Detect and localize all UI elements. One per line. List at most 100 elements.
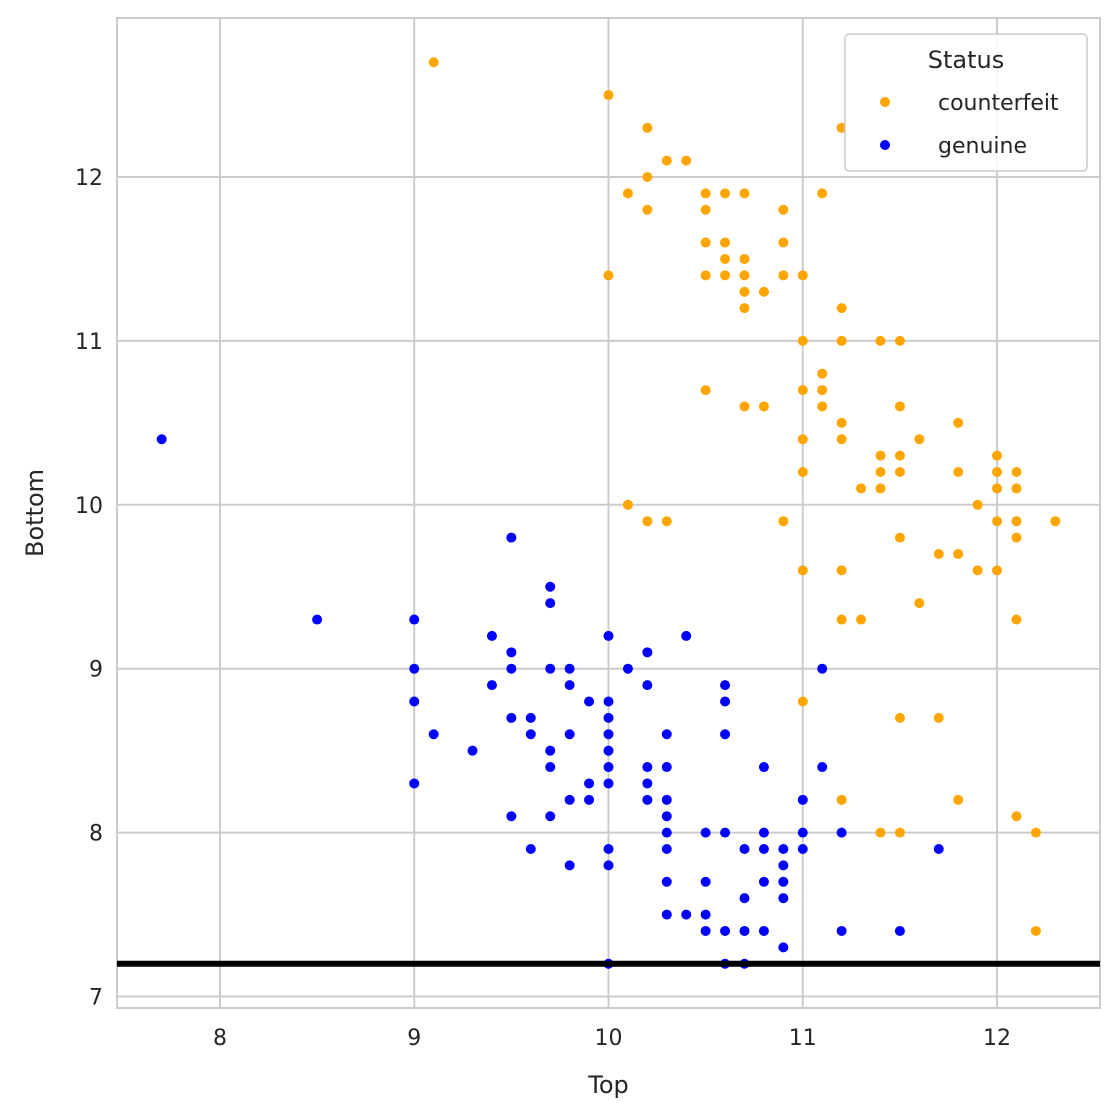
data-point-genuine — [409, 696, 420, 707]
data-point-genuine — [603, 696, 614, 707]
data-point-genuine — [778, 893, 789, 904]
data-point-genuine — [564, 794, 575, 805]
data-point-counterfeit — [953, 794, 964, 805]
data-point-counterfeit — [836, 335, 847, 346]
data-point-genuine — [894, 925, 905, 936]
data-point-counterfeit — [1011, 483, 1022, 494]
y-tick-label: 7 — [89, 986, 103, 1011]
data-point-counterfeit — [642, 122, 653, 133]
data-point-counterfeit — [720, 270, 731, 281]
data-point-genuine — [739, 844, 750, 855]
data-point-counterfeit — [700, 204, 711, 215]
data-point-counterfeit — [642, 204, 653, 215]
data-point-counterfeit — [953, 548, 964, 559]
data-point-genuine — [797, 844, 808, 855]
data-point-counterfeit — [817, 401, 828, 412]
data-point-genuine — [739, 893, 750, 904]
data-point-genuine — [603, 860, 614, 871]
data-point-counterfeit — [875, 450, 886, 461]
y-tick-label: 10 — [75, 494, 103, 519]
data-point-genuine — [603, 745, 614, 756]
data-point-genuine — [409, 614, 420, 625]
data-point-counterfeit — [933, 548, 944, 559]
data-point-genuine — [545, 745, 556, 756]
legend-box — [844, 33, 1088, 172]
data-point-counterfeit — [836, 794, 847, 805]
data-point-counterfeit — [992, 516, 1003, 527]
data-point-counterfeit — [953, 467, 964, 478]
data-point-counterfeit — [817, 188, 828, 199]
data-point-genuine — [836, 925, 847, 936]
data-point-genuine — [156, 434, 167, 445]
data-point-counterfeit — [720, 188, 731, 199]
x-tick-label: 12 — [983, 1026, 1011, 1051]
data-point-genuine — [642, 794, 653, 805]
y-tick-label: 12 — [75, 166, 103, 191]
data-point-genuine — [409, 663, 420, 674]
data-point-counterfeit — [856, 614, 867, 625]
data-point-genuine — [661, 729, 672, 740]
data-point-genuine — [720, 680, 731, 691]
data-point-counterfeit — [1011, 811, 1022, 822]
data-point-genuine — [584, 794, 595, 805]
data-point-genuine — [603, 762, 614, 773]
data-point-counterfeit — [953, 417, 964, 428]
data-point-genuine — [661, 811, 672, 822]
data-point-counterfeit — [622, 188, 633, 199]
legend-label-counterfeit: counterfeit — [938, 91, 1059, 116]
data-point-counterfeit — [836, 434, 847, 445]
legend: Status counterfeit genuine — [844, 33, 1088, 172]
data-point-counterfeit — [894, 467, 905, 478]
data-point-counterfeit — [739, 270, 750, 281]
data-point-counterfeit — [603, 90, 614, 101]
data-point-counterfeit — [681, 155, 692, 166]
data-point-counterfeit — [894, 401, 905, 412]
data-point-counterfeit — [642, 171, 653, 182]
data-points — [156, 57, 1061, 969]
data-point-genuine — [817, 762, 828, 773]
data-point-genuine — [506, 647, 517, 658]
data-point-counterfeit — [739, 303, 750, 314]
data-point-counterfeit — [894, 532, 905, 543]
data-point-counterfeit — [739, 401, 750, 412]
data-point-genuine — [622, 663, 633, 674]
data-point-genuine — [506, 811, 517, 822]
data-point-genuine — [545, 598, 556, 609]
data-point-genuine — [486, 630, 497, 641]
data-point-counterfeit — [1030, 925, 1041, 936]
data-point-counterfeit — [992, 467, 1003, 478]
legend-marker-counterfeit — [880, 97, 890, 107]
data-point-genuine — [603, 729, 614, 740]
data-point-genuine — [525, 729, 536, 740]
data-point-genuine — [545, 663, 556, 674]
data-point-genuine — [661, 794, 672, 805]
data-point-genuine — [486, 680, 497, 691]
data-point-genuine — [700, 925, 711, 936]
data-point-genuine — [584, 696, 595, 707]
data-point-counterfeit — [894, 335, 905, 346]
data-point-counterfeit — [914, 598, 925, 609]
data-point-counterfeit — [1011, 467, 1022, 478]
data-point-counterfeit — [875, 483, 886, 494]
data-point-genuine — [603, 712, 614, 723]
data-point-counterfeit — [992, 450, 1003, 461]
data-point-genuine — [428, 729, 439, 740]
data-point-genuine — [661, 762, 672, 773]
data-point-genuine — [700, 909, 711, 920]
data-point-genuine — [545, 581, 556, 592]
data-point-counterfeit — [700, 188, 711, 199]
data-point-genuine — [817, 663, 828, 674]
data-point-genuine — [797, 827, 808, 838]
data-point-genuine — [525, 844, 536, 855]
data-point-genuine — [506, 663, 517, 674]
data-point-counterfeit — [817, 385, 828, 396]
data-point-counterfeit — [894, 712, 905, 723]
data-point-counterfeit — [700, 270, 711, 281]
data-point-genuine — [778, 844, 789, 855]
plot-frame — [116, 17, 1101, 1009]
data-point-genuine — [720, 827, 731, 838]
data-point-genuine — [778, 860, 789, 871]
data-point-counterfeit — [894, 827, 905, 838]
data-point-counterfeit — [758, 286, 769, 297]
